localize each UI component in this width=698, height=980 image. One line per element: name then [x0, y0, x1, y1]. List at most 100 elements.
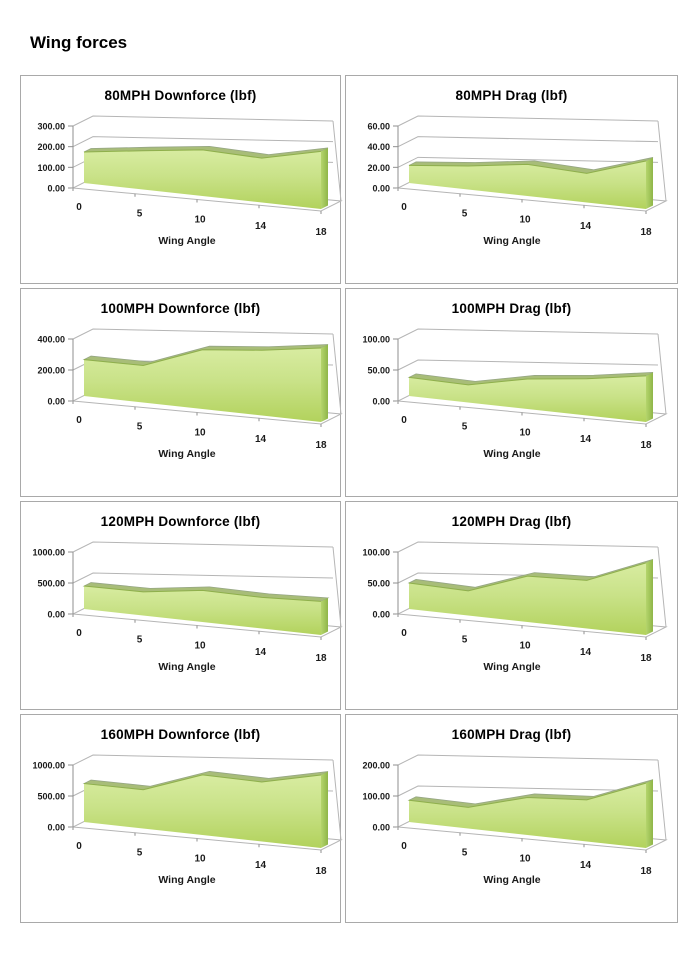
- y-axis-tick-label: 100.00: [37, 163, 65, 173]
- y-axis-tick-label: 200.00: [362, 761, 390, 771]
- chart-100mph-downforce[interactable]: 100MPH Downforce (lbf) 0.00 200.00 400.00 0…: [20, 288, 343, 497]
- area-side-surface: [321, 771, 328, 848]
- x-axis-tick-label: 0: [76, 202, 82, 213]
- gridline: [72, 541, 334, 553]
- area-top-edge: [83, 774, 322, 791]
- x-axis-title: Wing Angle: [483, 661, 540, 673]
- area-top-edge: [408, 375, 647, 386]
- gridline: [397, 785, 659, 797]
- x-axis-tick-label: 18: [640, 653, 652, 664]
- area-series: [409, 160, 646, 209]
- y-axis-tick-label: 200.00: [37, 142, 65, 152]
- chart-160mph-drag[interactable]: 160MPH Drag (lbf) 0.00 100.00 200.00 0 5 10 14…: [345, 714, 678, 923]
- y-axis-tick-label: 1000.00: [32, 761, 65, 771]
- y-axis-tick-label: 100.00: [362, 792, 390, 802]
- x-axis-tick-label: 5: [137, 634, 143, 645]
- x-axis-tick-label: 0: [76, 628, 82, 639]
- gridline: [72, 115, 334, 127]
- chart-title: 120MPH Downforce (lbf): [100, 514, 261, 529]
- area-side-surface: [321, 597, 328, 635]
- x-axis-tick-label: 5: [462, 634, 468, 645]
- area-chart-plot: 0.00 500.00 1000.00 0 5 10 14 18 Wing Angle: [32, 754, 343, 886]
- x-axis-tick-label: 14: [255, 221, 267, 232]
- area-chart-plot: 0.00 100.00 200.00 300.00 0 5 10 14 18 Wing Angle: [37, 115, 343, 247]
- y-axis-tick-label: 0.00: [47, 184, 65, 194]
- wall-edge: [332, 120, 342, 202]
- chart-title: 100MPH Downforce (lbf): [100, 301, 261, 316]
- x-axis-tick-label: 0: [76, 841, 82, 852]
- gridline: [72, 754, 334, 766]
- area-series: [84, 774, 321, 848]
- x-axis-title: Wing Angle: [483, 235, 540, 247]
- y-axis-tick-label: 0.00: [372, 823, 390, 833]
- x-axis-tick-label: 14: [255, 647, 267, 658]
- x-axis-tick-label: 0: [401, 202, 407, 213]
- area-side-surface: [646, 372, 653, 422]
- y-axis-tick-label: 50.00: [367, 579, 390, 589]
- area-series: [409, 783, 646, 848]
- y-axis-tick-label: 0.00: [372, 610, 390, 620]
- x-axis-tick-label: 5: [462, 847, 468, 858]
- x-axis-tick-label: 10: [194, 854, 206, 865]
- area-top-edge: [83, 585, 322, 602]
- x-axis-tick-label: 10: [194, 215, 206, 226]
- x-axis-tick-label: 14: [580, 647, 592, 658]
- area-chart-plot: 0.00 500.00 1000.00 0 5 10 14 18 Wing Angle: [32, 541, 343, 673]
- area-chart-plot: 0.00 50.00 100.00 0 5 10 14 18 Wing Angle: [362, 328, 668, 460]
- chart-80mph-downforce[interactable]: 80MPH Downforce (lbf) 0.00 100.00 200.00 30…: [20, 75, 343, 284]
- x-axis-tick-label: 0: [76, 415, 82, 426]
- gridline: [397, 136, 659, 148]
- area-series: [409, 375, 646, 422]
- area-top-edge: [408, 782, 647, 808]
- area-chart-plot: 0.00 200.00 400.00 0 5 10 14 18 Wing Angle: [37, 328, 343, 460]
- x-axis-tick-label: 5: [462, 421, 468, 432]
- wall-edge: [657, 120, 667, 202]
- wall-edge: [657, 333, 667, 415]
- chart-100mph-drag[interactable]: 100MPH Drag (lbf) 0.00 50.00 100.00 0 5 10 14 1…: [345, 288, 678, 497]
- x-axis-title: Wing Angle: [158, 874, 215, 886]
- chart-title: 80MPH Downforce (lbf): [104, 88, 257, 103]
- y-axis-tick-label: 20.00: [367, 163, 390, 173]
- wall-edge: [332, 546, 342, 628]
- area-series: [409, 562, 646, 635]
- y-axis-tick-label: 0.00: [47, 610, 65, 620]
- x-axis-tick-label: 0: [401, 415, 407, 426]
- x-axis-tick-label: 5: [137, 208, 143, 219]
- wall-edge: [332, 759, 342, 841]
- area-side-surface: [321, 147, 328, 209]
- y-axis-tick-label: 300.00: [37, 122, 65, 132]
- chart-160mph-downforce[interactable]: 160MPH Downforce (lbf) 0.00 500.00 1000.00…: [20, 714, 343, 923]
- x-axis-tick-label: 18: [640, 227, 652, 238]
- chart-80mph-drag[interactable]: 80MPH Drag (lbf) 0.00 20.00 40.00 60.00 0 5 10…: [345, 75, 678, 284]
- x-axis-title: Wing Angle: [483, 874, 540, 886]
- gridline: [397, 156, 659, 168]
- x-axis-tick-label: 18: [315, 866, 327, 877]
- gridline: [72, 136, 334, 148]
- area-chart-plot: 0.00 20.00 40.00 60.00 0 5 10 14 18 Wing Angle: [367, 115, 668, 247]
- x-axis-tick-label: 18: [315, 440, 327, 451]
- gridline: [397, 115, 659, 127]
- x-axis-tick-label: 5: [462, 208, 468, 219]
- y-axis-tick-label: 200.00: [37, 366, 65, 376]
- y-axis-tick-label: 50.00: [367, 366, 390, 376]
- chart-title: 160MPH Downforce (lbf): [100, 727, 261, 742]
- wall-edge: [332, 333, 342, 415]
- chart-120mph-downforce[interactable]: 120MPH Downforce (lbf) 0.00 500.00 1000.00…: [20, 501, 343, 710]
- y-axis-tick-label: 0.00: [47, 823, 65, 833]
- gridline: [72, 572, 334, 584]
- gridline: [397, 359, 659, 371]
- area-series: [84, 149, 321, 209]
- wall-edge: [657, 759, 667, 841]
- y-axis-tick-label: 500.00: [37, 792, 65, 802]
- x-axis-title: Wing Angle: [158, 448, 215, 460]
- chart-120mph-drag[interactable]: 120MPH Drag (lbf) 0.00 50.00 100.00 0 5 10 14 1…: [345, 501, 678, 710]
- y-axis-tick-label: 100.00: [362, 548, 390, 558]
- x-axis-tick-label: 18: [640, 440, 652, 451]
- x-axis-tick-label: 18: [315, 653, 327, 664]
- x-axis-tick-label: 10: [194, 428, 206, 439]
- gridline: [397, 328, 659, 340]
- chart-title: 160MPH Drag (lbf): [451, 727, 572, 742]
- chart-title: 100MPH Drag (lbf): [451, 301, 572, 316]
- area-series: [84, 586, 321, 635]
- x-axis-tick-label: 14: [255, 860, 267, 871]
